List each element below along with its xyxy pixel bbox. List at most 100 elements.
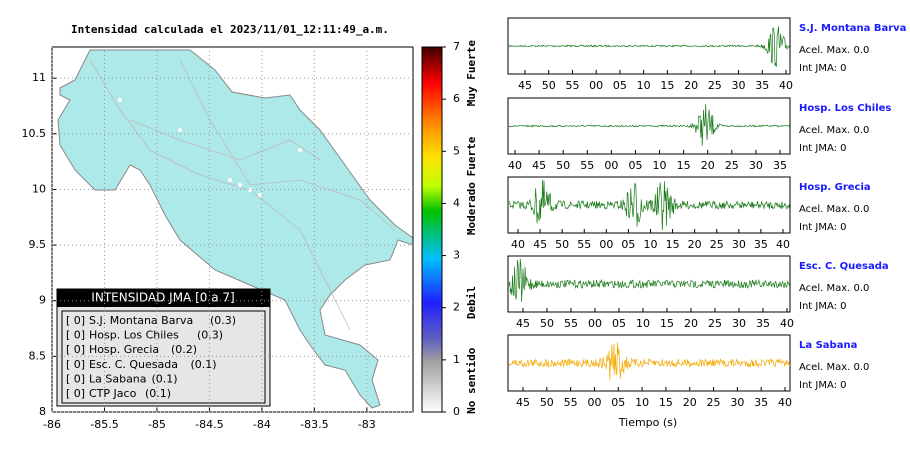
station-int: Int JMA: 0 — [799, 63, 847, 74]
legend-level: [ 0] — [66, 314, 85, 327]
waveform-tick-label: 05 — [613, 79, 627, 92]
waveform-tick-label: 40 — [508, 159, 522, 172]
waveform-tick-label: 45 — [532, 159, 546, 172]
waveform-tick-label: 05 — [628, 159, 642, 172]
waveform-frame — [507, 255, 791, 313]
waveform-tick-label: 20 — [684, 317, 698, 330]
station-int: Int JMA: 0 — [799, 222, 847, 233]
station-accel: Acel. Max. 0.0 — [799, 125, 869, 136]
waveform-tick-label: 00 — [589, 79, 603, 92]
waveform-tick-label: 15 — [677, 159, 691, 172]
x-axis-label: Tiempo (s) — [618, 416, 677, 429]
legend-value: (0.2) — [171, 343, 197, 356]
waveform-tick-label: 15 — [660, 79, 674, 92]
colorbar-level-label: No sentido — [465, 347, 478, 414]
waveform-trace — [508, 258, 791, 303]
x-tick-label: -83.5 — [300, 418, 328, 431]
waveform-tick-label: 25 — [708, 317, 722, 330]
waveform-tick-label: 00 — [599, 238, 613, 251]
y-tick-label: 10 — [32, 182, 46, 195]
legend-level: [ 0] — [66, 387, 85, 400]
legend-level: [ 0] — [66, 358, 85, 371]
colorbar-level-label: Debil — [465, 286, 478, 319]
colorbar-tick-label: 3 — [453, 249, 460, 262]
x-tick-label: -84 — [253, 418, 271, 431]
waveform-tick-label: 50 — [555, 238, 569, 251]
waveform-tick-label: 40 — [778, 396, 792, 409]
legend-box — [56, 288, 271, 407]
legend-title: INTENSIDAD JMA [0 a 7] — [91, 291, 234, 305]
legend-name: Esc. C. Quesada — [89, 358, 178, 371]
legend-name: CTP Jaco — [89, 387, 137, 400]
legend-name: Hosp. Los Chiles — [89, 329, 179, 342]
waveform-tick-label: 55 — [564, 317, 578, 330]
station-name: Esc. C. Quesada — [799, 261, 889, 272]
waveform-tick-label: 05 — [621, 238, 635, 251]
waveform-trace — [508, 103, 791, 146]
waveform-tick-label: 10 — [637, 79, 651, 92]
waveform-tick-label: 50 — [540, 396, 554, 409]
x-tick-label: -84.5 — [195, 418, 223, 431]
waveform-tick-label: 05 — [612, 317, 626, 330]
roads — [89, 59, 396, 331]
x-tick-label: -85.5 — [90, 418, 118, 431]
station-accel: Acel. Max. 0.0 — [799, 283, 869, 294]
waveform-tick-label: 45 — [516, 317, 530, 330]
waveform-trace — [508, 26, 791, 67]
waveform-tick-label: 55 — [577, 238, 591, 251]
x-tick-label: -86 — [43, 418, 61, 431]
colorbar-level-label: Muy Fuerte — [465, 40, 478, 107]
station-accel: Acel. Max. 0.0 — [799, 204, 869, 215]
waveform-tick-label: 10 — [636, 317, 650, 330]
waveform-tick-label: 05 — [611, 396, 625, 409]
waveform-tick-label: 10 — [635, 396, 649, 409]
colorbar-tick-label: 2 — [453, 301, 460, 314]
waveform-tick-label: 50 — [540, 317, 554, 330]
waveform-tick-label: 45 — [533, 238, 547, 251]
waveform-tick-label: 45 — [516, 396, 530, 409]
waveform-trace — [508, 179, 791, 231]
legend-name: S.J. Montana Barva — [89, 314, 193, 327]
station-accel: Acel. Max. 0.0 — [799, 45, 869, 56]
colorbar-tick-label: 4 — [453, 196, 460, 209]
waveform-tick-label: 40 — [780, 317, 794, 330]
y-tick-label: 9.5 — [29, 238, 47, 251]
legend-level: [ 0] — [66, 343, 85, 356]
waveform-tick-label: 35 — [755, 79, 769, 92]
legend-title-bar — [57, 289, 270, 307]
legend-value: (0.1) — [152, 372, 178, 385]
waveform-tick-label: 15 — [660, 317, 674, 330]
country-land — [57, 49, 413, 409]
colorbar-tick-label: 1 — [453, 353, 460, 366]
waveform-tick-label: 30 — [732, 238, 746, 251]
waveform-tick-label: 10 — [644, 238, 658, 251]
waveform-tick-label: 25 — [708, 79, 722, 92]
map-title: Intensidad calculada el 2023/11/01_12:11… — [71, 23, 389, 36]
station-name: Hosp. Los Chiles — [799, 103, 891, 114]
waveform-tick-label: 25 — [710, 238, 724, 251]
waveform-tick-label: 00 — [604, 159, 618, 172]
waveform-tick-label: 25 — [725, 159, 739, 172]
waveform-tick-label: 55 — [580, 159, 594, 172]
waveform-frame — [507, 176, 791, 234]
waveform-tick-label: 40 — [776, 238, 790, 251]
waveform-tick-label: 00 — [588, 317, 602, 330]
colorbar-level-label: Fuerte — [465, 136, 478, 176]
legend-value: (0.3) — [210, 314, 236, 327]
legend-inner — [61, 310, 266, 404]
legend-value: (0.1) — [191, 358, 217, 371]
waveform-tick-label: 30 — [732, 79, 746, 92]
station-int: Int JMA: 0 — [799, 143, 847, 154]
waveform-frame — [507, 334, 791, 392]
station-name: S.J. Montana Barva — [799, 23, 906, 34]
waveform-tick-label: 25 — [707, 396, 721, 409]
waveform-tick-label: 35 — [773, 159, 787, 172]
waveform-tick-label: 45 — [518, 79, 532, 92]
waveform-tick-label: 40 — [511, 238, 525, 251]
colorbar-tick-label: 0 — [453, 405, 460, 418]
waveform-tick-label: 50 — [556, 159, 570, 172]
waveform-tick-label: 30 — [732, 317, 746, 330]
y-tick-label: 11 — [32, 71, 46, 84]
legend-level: [ 0] — [66, 372, 85, 385]
